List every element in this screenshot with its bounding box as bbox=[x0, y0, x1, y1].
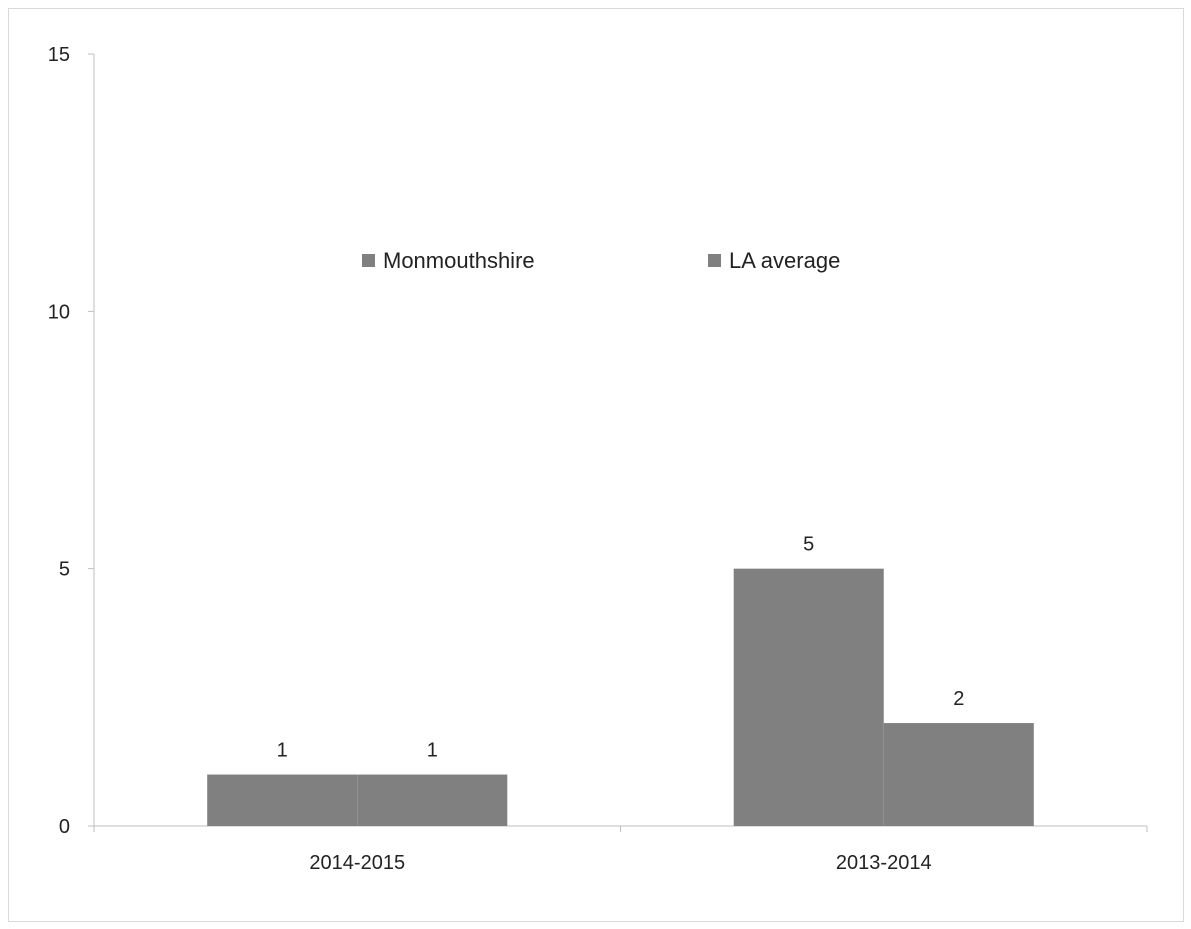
legend-label: LA average bbox=[729, 248, 840, 273]
chart-bars bbox=[207, 568, 1034, 826]
y-tick-label: 0 bbox=[59, 816, 70, 838]
x-tick-label: 2014-2015 bbox=[309, 852, 405, 874]
legend-swatch bbox=[362, 254, 375, 267]
data-label: 1 bbox=[277, 740, 288, 762]
bar bbox=[207, 774, 358, 826]
chart-frame bbox=[8, 8, 1184, 922]
x-tick-label: 2013-2014 bbox=[836, 852, 932, 874]
bar bbox=[357, 774, 508, 826]
chart-data-labels: 1 1 5 2 bbox=[277, 534, 965, 762]
bar bbox=[883, 723, 1034, 826]
legend-swatch bbox=[708, 254, 721, 267]
bar bbox=[733, 568, 884, 826]
y-tick-label: 15 bbox=[48, 44, 70, 66]
legend-label: Monmouthshire bbox=[383, 248, 535, 273]
y-tick-label: 5 bbox=[59, 559, 70, 581]
data-label: 5 bbox=[803, 534, 814, 556]
data-label: 2 bbox=[953, 688, 964, 710]
chart-legend: Monmouthshire LA average bbox=[362, 248, 840, 273]
y-tick-label: 10 bbox=[48, 301, 70, 323]
data-label: 1 bbox=[427, 740, 438, 762]
